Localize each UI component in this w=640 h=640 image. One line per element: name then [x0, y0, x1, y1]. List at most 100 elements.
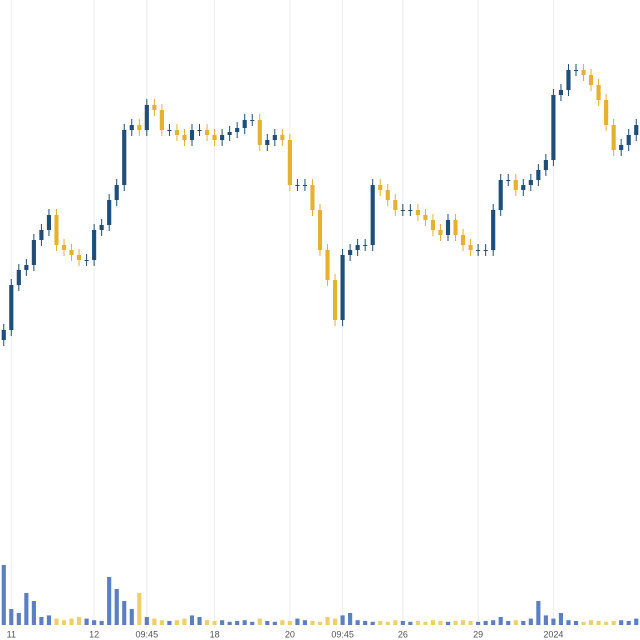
volume-bar [393, 620, 398, 625]
volume-bar [483, 621, 488, 625]
volume-bar [430, 620, 436, 625]
candle-body [476, 250, 481, 251]
x-tick-label: 09:45 [136, 629, 159, 639]
candle-body [250, 120, 255, 121]
volume-bar [370, 621, 375, 625]
candle-body [137, 125, 142, 130]
volume-bar [265, 621, 270, 625]
candle-body [332, 280, 338, 320]
volume-bar [220, 620, 225, 625]
volume-bar [363, 621, 368, 625]
candle-body [604, 100, 609, 125]
candle-body [415, 210, 420, 215]
candle-body [423, 215, 428, 220]
x-tick-label: 26 [398, 629, 408, 639]
candle-body [438, 230, 443, 235]
candle-body [235, 128, 240, 132]
candle-body [189, 130, 195, 140]
candle-body [581, 70, 586, 75]
candle-body [468, 245, 473, 250]
volume-bar [99, 621, 104, 625]
volume-bar [182, 618, 187, 625]
volume-bar [197, 617, 202, 625]
candle-body [543, 160, 548, 170]
candle-body [325, 250, 330, 280]
volume-bar [92, 620, 97, 625]
candle-body [370, 185, 375, 245]
volume-bar [310, 621, 315, 625]
candle-body [453, 220, 458, 235]
candle-body [551, 95, 556, 160]
volume-bar [348, 613, 353, 625]
volume-bar [423, 621, 428, 625]
volume-bar [453, 621, 458, 625]
volume-bar [129, 609, 134, 625]
x-tick-label: 18 [210, 629, 220, 639]
x-tick-label: 09:45 [331, 629, 354, 639]
candle-body [528, 180, 533, 185]
x-tick-label: 29 [473, 629, 483, 639]
volume-bar [438, 621, 443, 625]
volume-bar [9, 609, 14, 625]
volume-bar [39, 617, 44, 625]
candle-body [385, 190, 390, 200]
volume-bar [543, 615, 548, 625]
candle-body [144, 105, 149, 130]
volume-bar [76, 617, 82, 625]
volume-bar [24, 593, 29, 625]
candle-body [408, 210, 413, 211]
candle-body [588, 75, 594, 85]
volume-bar [355, 620, 360, 625]
candle-body [227, 132, 232, 135]
volume-bar [1, 565, 6, 625]
candle-body [182, 135, 187, 140]
volume-bar [400, 621, 405, 625]
candle-body [340, 255, 345, 320]
candle-body [460, 235, 466, 245]
volume-bar [506, 621, 511, 625]
candle-body [302, 185, 308, 186]
volume-bar [46, 615, 52, 625]
candle-body [566, 70, 571, 90]
candle-body [174, 130, 180, 135]
candle-body [212, 135, 217, 140]
volume-bar [476, 621, 481, 625]
candle-body [16, 270, 21, 285]
candle-body [69, 250, 74, 255]
candle-body [626, 135, 631, 145]
volume-bar [521, 621, 526, 625]
candle-body [536, 170, 541, 180]
candle-body [167, 130, 172, 131]
volume-bar [317, 621, 323, 625]
x-tick-label: 11 [7, 629, 16, 639]
volume-bar [325, 617, 330, 625]
volume-bar [626, 621, 631, 625]
volume-bar [378, 621, 383, 625]
volume-bar [31, 601, 36, 625]
volume-bar [144, 617, 149, 625]
volume-bar [84, 618, 89, 625]
candle-body [99, 225, 104, 230]
volume-bar [287, 621, 292, 625]
candle-body [513, 180, 518, 190]
candle-body [107, 200, 112, 225]
volume-bar [174, 620, 180, 625]
volume-bar [114, 589, 119, 625]
candle-body [445, 220, 451, 235]
volume-bar [634, 618, 639, 625]
x-tick-label: 2024 [543, 629, 563, 639]
candle-body [573, 70, 579, 71]
candle-body [558, 90, 564, 95]
volume-bar [581, 621, 586, 625]
candle-body [393, 200, 398, 210]
candle-body [152, 105, 157, 110]
x-tick-label: 12 [89, 629, 99, 639]
volume-bar [619, 620, 624, 625]
volume-bar [460, 620, 466, 625]
candle-body [498, 180, 503, 210]
candle-body [31, 240, 36, 265]
volume-bar [596, 621, 601, 625]
volume-bar [272, 621, 277, 625]
volume-bar [54, 618, 59, 625]
volume-bar [189, 615, 195, 625]
